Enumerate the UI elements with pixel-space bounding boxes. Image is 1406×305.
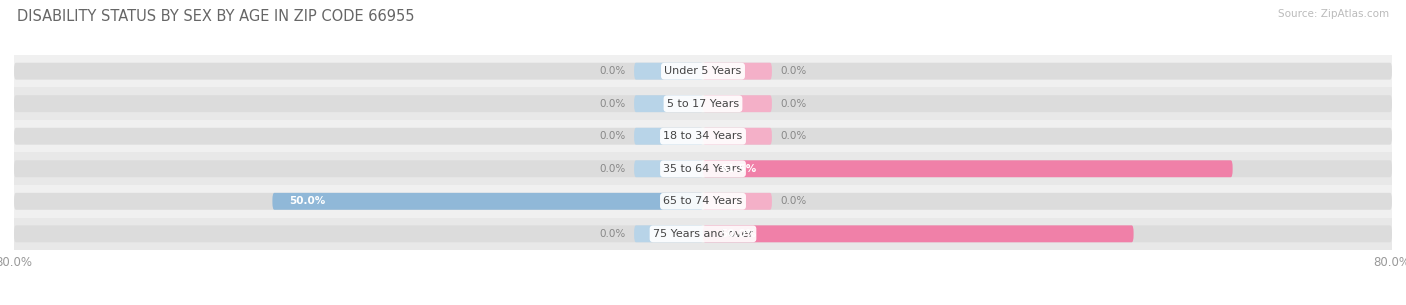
- Text: 18 to 34 Years: 18 to 34 Years: [664, 131, 742, 141]
- FancyBboxPatch shape: [14, 225, 1392, 242]
- FancyBboxPatch shape: [703, 225, 1133, 242]
- FancyBboxPatch shape: [634, 95, 703, 112]
- FancyBboxPatch shape: [634, 63, 703, 80]
- Bar: [14, 88, 1392, 120]
- Text: Source: ZipAtlas.com: Source: ZipAtlas.com: [1278, 9, 1389, 19]
- Text: 0.0%: 0.0%: [599, 66, 626, 76]
- Text: 0.0%: 0.0%: [780, 131, 807, 141]
- FancyBboxPatch shape: [703, 193, 772, 210]
- FancyBboxPatch shape: [703, 63, 772, 80]
- Text: 0.0%: 0.0%: [599, 229, 626, 239]
- FancyBboxPatch shape: [14, 160, 1392, 177]
- Text: Under 5 Years: Under 5 Years: [665, 66, 741, 76]
- Bar: [14, 120, 1392, 152]
- FancyBboxPatch shape: [14, 128, 1392, 145]
- Bar: [14, 55, 1392, 88]
- Bar: [14, 152, 1392, 185]
- Text: 0.0%: 0.0%: [599, 131, 626, 141]
- Text: 75 Years and over: 75 Years and over: [652, 229, 754, 239]
- FancyBboxPatch shape: [14, 63, 1392, 80]
- Text: 5 to 17 Years: 5 to 17 Years: [666, 99, 740, 109]
- Text: DISABILITY STATUS BY SEX BY AGE IN ZIP CODE 66955: DISABILITY STATUS BY SEX BY AGE IN ZIP C…: [17, 9, 415, 24]
- FancyBboxPatch shape: [634, 160, 703, 177]
- Text: 35 to 64 Years: 35 to 64 Years: [664, 164, 742, 174]
- Text: 0.0%: 0.0%: [599, 164, 626, 174]
- Text: 50.0%: 50.0%: [290, 196, 326, 206]
- FancyBboxPatch shape: [273, 193, 703, 210]
- Text: 61.5%: 61.5%: [720, 164, 756, 174]
- FancyBboxPatch shape: [703, 160, 1233, 177]
- FancyBboxPatch shape: [703, 128, 772, 145]
- FancyBboxPatch shape: [703, 95, 772, 112]
- Bar: [14, 217, 1392, 250]
- FancyBboxPatch shape: [634, 225, 703, 242]
- Text: 65 to 74 Years: 65 to 74 Years: [664, 196, 742, 206]
- FancyBboxPatch shape: [634, 128, 703, 145]
- Text: 0.0%: 0.0%: [780, 66, 807, 76]
- FancyBboxPatch shape: [14, 95, 1392, 112]
- Text: 0.0%: 0.0%: [599, 99, 626, 109]
- FancyBboxPatch shape: [14, 193, 1392, 210]
- Text: 50.0%: 50.0%: [720, 229, 756, 239]
- Bar: [14, 185, 1392, 217]
- Text: 0.0%: 0.0%: [780, 99, 807, 109]
- Text: 0.0%: 0.0%: [780, 196, 807, 206]
